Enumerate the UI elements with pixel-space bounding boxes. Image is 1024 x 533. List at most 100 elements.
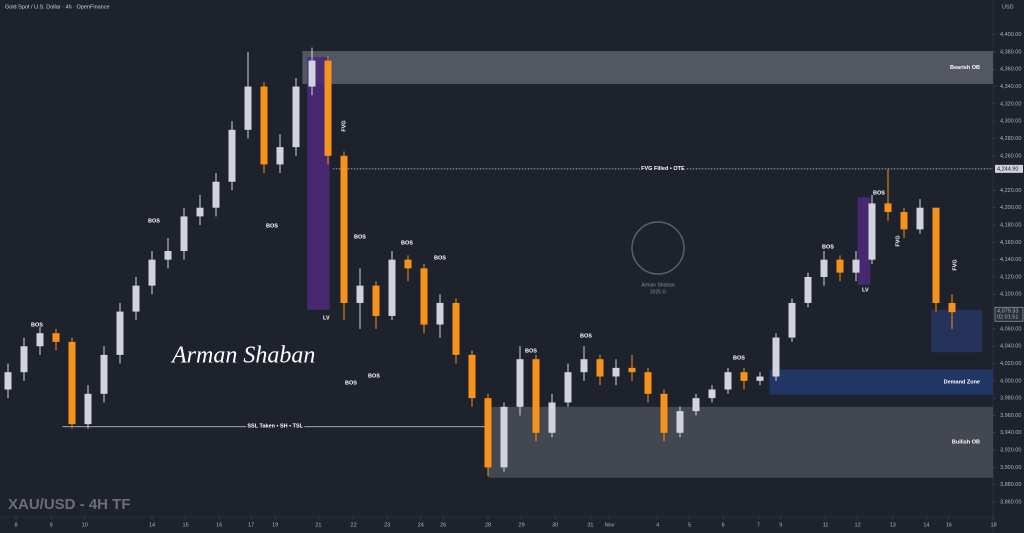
y-tick-label: 4,400.00	[1000, 32, 1021, 38]
x-tick-label: 19	[272, 522, 278, 528]
bos-label: BOS	[525, 348, 537, 354]
y-tick-label: 4,120.00	[1000, 274, 1021, 280]
y-tick-label: 4,140.00	[1000, 257, 1021, 263]
last-price-label: 4,079.33	[997, 309, 1018, 315]
bos-label: BOS	[733, 355, 745, 361]
candle-body	[148, 259, 156, 286]
x-tick-label: 26	[440, 522, 446, 528]
candle-body	[548, 402, 556, 433]
y-tick-label: 3,860.00	[1000, 499, 1021, 505]
bos-label: BOS	[434, 255, 446, 261]
x-tick-label: 21	[315, 522, 321, 528]
candle-body	[132, 285, 140, 312]
candle-body	[820, 259, 828, 277]
candle-body	[676, 411, 684, 433]
candle-body	[484, 398, 492, 468]
candle-body	[260, 86, 268, 165]
candle-body	[900, 212, 908, 230]
y-tick-label: 4,040.00	[1000, 344, 1021, 350]
y-tick-label: 4,220.00	[1000, 188, 1021, 194]
zone-label: Bearish OB	[950, 65, 980, 71]
candle-body	[324, 60, 332, 156]
candle-body	[724, 372, 732, 390]
logo-year: 2025 ©	[650, 288, 667, 295]
x-tick-label: 7	[757, 522, 760, 528]
price-tag	[995, 164, 1023, 173]
candle-body	[212, 181, 220, 208]
candle-body	[852, 259, 860, 273]
candle-body	[116, 311, 124, 355]
candle-body	[20, 346, 28, 373]
bos-label: BOS	[266, 223, 278, 229]
x-tick-label: 12	[855, 522, 861, 528]
y-tick-label: 3,960.00	[1000, 413, 1021, 419]
candle-body	[740, 372, 748, 381]
last-price-tag	[994, 306, 1024, 322]
fvg-box	[931, 309, 983, 353]
y-tick-label: 4,020.00	[1000, 361, 1021, 367]
x-tick-label: 16	[216, 522, 222, 528]
candle-body	[772, 337, 780, 377]
fvg-label: FVG	[341, 120, 347, 131]
candle-body	[692, 398, 700, 412]
fvg-label: FVG	[895, 235, 901, 246]
candle-body	[436, 302, 444, 325]
logo-icon	[631, 221, 685, 275]
candle-body	[580, 359, 588, 373]
zone-label: Demand Zone	[944, 380, 980, 386]
y-tick-label: 4,200.00	[1000, 205, 1021, 211]
x-tick-label: 15	[183, 522, 189, 528]
x-tick-label: 24	[418, 522, 424, 528]
x-tick-label: 4	[656, 522, 659, 528]
logo-text: Arman Shaban	[641, 282, 675, 288]
candle-body	[788, 302, 796, 338]
candle-body	[100, 354, 108, 394]
x-tick-label: 31	[587, 522, 593, 528]
fvg-box	[857, 197, 871, 285]
y-tick-label: 4,060.00	[1000, 326, 1021, 332]
candle-body	[36, 333, 44, 347]
x-tick-label: 10	[82, 522, 88, 528]
y-tick-label: 4,260.00	[1000, 153, 1021, 159]
candle-body	[164, 251, 172, 260]
x-tick-label: 5	[688, 522, 691, 528]
x-tick-label: 6	[722, 522, 725, 528]
candle-body	[916, 207, 924, 230]
candle-body	[84, 393, 92, 425]
lv-label: LV	[323, 315, 330, 321]
zone-label: Bullish OB	[952, 440, 980, 446]
candle-body	[340, 155, 348, 303]
bos-label: BOS	[345, 380, 357, 386]
y-tick-label: 3,940.00	[1000, 430, 1021, 436]
x-tick-label: 30	[552, 522, 558, 528]
y-tick-label: 4,000.00	[1000, 378, 1021, 384]
candle-body	[244, 86, 252, 130]
level-label: FVG Filled • OTE	[641, 166, 685, 172]
fvg-box	[307, 57, 330, 310]
candle-body	[388, 259, 396, 316]
x-tick-label: 8	[14, 522, 17, 528]
candle-body	[372, 285, 380, 316]
bos-label: BOS	[368, 373, 380, 379]
x-tick-label: 9	[50, 522, 53, 528]
x-tick-label: 17	[248, 522, 254, 528]
x-tick-label: 13	[890, 522, 896, 528]
candle-body	[420, 268, 428, 325]
candle-body	[532, 359, 540, 433]
y-tick-label: 4,380.00	[1000, 49, 1021, 55]
y-tick-label: 4,100.00	[1000, 292, 1021, 298]
candle-body	[868, 203, 876, 260]
plot: Bearish OB Bullish OB Demand Zone FVG Fille…	[4, 47, 993, 478]
candle-body	[932, 207, 940, 303]
bos-label: BOS	[822, 244, 834, 250]
candle-body	[708, 389, 716, 399]
fvg-label: FVG	[952, 259, 958, 270]
y-tick-label: 3,880.00	[1000, 482, 1021, 488]
y-tick-label: 4,280.00	[1000, 136, 1021, 142]
lv-label: LV	[862, 287, 869, 293]
bos-label: BOS	[401, 240, 413, 246]
candle-body	[804, 276, 812, 303]
candle-body	[52, 333, 60, 342]
y-tick-label: 4,320.00	[1000, 101, 1021, 107]
